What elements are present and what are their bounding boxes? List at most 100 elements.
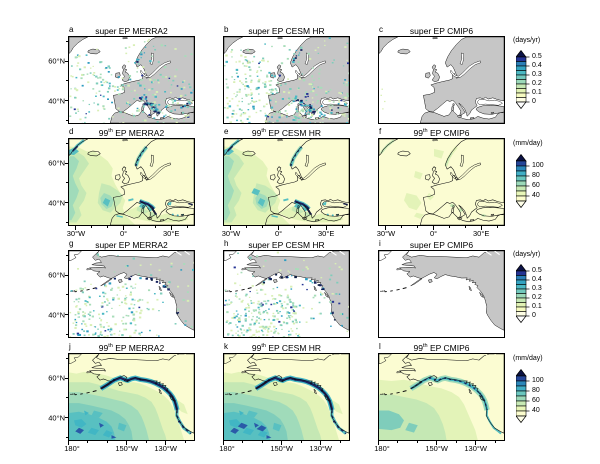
y-tick-label: 40°N — [48, 198, 65, 207]
y-tick-mark-minor — [65, 255, 68, 257]
panel-title: 99th EP CMIP6 — [413, 127, 470, 138]
panel-d: d 99th EP MERRA2 60°N 40°N 30°W 0° 30°E — [48, 127, 195, 238]
x-tick-mark-minor — [448, 226, 450, 229]
map-i-super-ep-cmip6-pacific — [378, 250, 505, 338]
colorbar-tick-label: 0.3 — [532, 285, 542, 292]
map-g-super-ep-merra2-pacific — [68, 250, 195, 338]
x-tick-mark-minor — [145, 441, 147, 444]
x-tick-mark-minor — [261, 441, 263, 444]
x-tick-label: 180° — [64, 444, 80, 453]
colorbar-tick-label: 0.4 — [532, 276, 542, 283]
colorbar-unit-label: (days/yr) — [513, 37, 541, 44]
x-tick-label: 30°E — [163, 229, 180, 238]
colorbar-tick-label: 60 — [532, 182, 540, 189]
colorbar-unit-label: (days/yr) — [513, 251, 541, 258]
x-tick-mark — [230, 226, 232, 230]
y-tick-mark-minor — [65, 221, 68, 223]
y-tick-mark-minor — [65, 358, 68, 360]
panel-letter: i — [379, 239, 381, 248]
x-tick-mark-minor — [300, 441, 302, 444]
x-tick-mark — [123, 226, 125, 230]
panel-title: 99th EP CESM HR — [251, 127, 322, 138]
panel-a: a super EP MERRA2 60°N 40°N — [48, 25, 195, 124]
colorbar-tick-label: 0.2 — [532, 80, 542, 87]
x-tick-mark-minor — [242, 441, 244, 444]
x-tick-mark — [436, 441, 438, 445]
panel-title: super EP CMIP6 — [409, 25, 474, 36]
x-tick-label: 0° — [119, 229, 128, 238]
y-tick-label: 40°N — [48, 310, 65, 319]
x-tick-mark-minor — [186, 226, 188, 229]
y-tick-label: 60°N — [48, 373, 65, 383]
x-tick-mark-minor — [262, 226, 264, 229]
colorbar-gradient — [516, 50, 530, 110]
colorbar-days-0 — [516, 50, 531, 110]
panel-e: e 99th EP CESM HR 30°W 0° 30°E — [222, 127, 350, 238]
colorbar-gradient — [516, 264, 530, 324]
panel-j: j 99th EP MERRA2 60°N 40°N 180° 150°W 130°W — [48, 342, 195, 453]
y-tick-mark-minor — [65, 397, 68, 399]
x-tick-mark — [222, 441, 224, 445]
colorbar-gradient — [516, 369, 530, 424]
colorbar-tick-label: 0 — [532, 98, 536, 105]
x-tick-mark — [385, 226, 387, 230]
x-tick-label: 0° — [429, 229, 438, 238]
panel-k: k 99th EP CESM HR 180° 150°W 130°W — [219, 342, 350, 453]
colorbar-unit-label: (mm/day) — [513, 355, 543, 362]
colorbar-mm-1 — [516, 154, 531, 209]
x-tick-label: 30°E — [318, 229, 335, 238]
x-tick-mark — [325, 226, 327, 230]
x-tick-mark — [377, 441, 379, 445]
x-tick-label: 130°W — [154, 444, 177, 453]
panel-title: 99th EP MERRA2 — [98, 342, 165, 353]
colorbar-tick-label: 0.1 — [532, 303, 542, 310]
x-tick-mark-minor — [106, 441, 108, 444]
x-tick-mark-minor — [293, 226, 295, 229]
x-tick-label: 30°W — [66, 229, 86, 238]
panel-title: 99th EP MERRA2 — [98, 127, 165, 138]
y-tick-mark — [64, 162, 68, 164]
x-tick-mark-minor — [341, 226, 343, 229]
map-j-99th-ep-merra2-pacific — [68, 353, 195, 441]
x-tick-mark — [433, 226, 435, 230]
map-c-super-ep-cmip6-europe — [378, 36, 505, 124]
colorbar-unit-label: (mm/day) — [513, 140, 543, 147]
y-tick-label: 60°N — [48, 158, 65, 168]
x-tick-mark-minor — [416, 441, 418, 444]
x-tick-mark — [170, 226, 172, 230]
panel-letter: a — [69, 25, 74, 34]
x-tick-mark-minor — [246, 226, 248, 229]
panel-title: 99th EP CESM HR — [251, 342, 322, 353]
x-tick-mark-minor — [184, 441, 186, 444]
x-tick-label: 30°W — [376, 229, 396, 238]
x-tick-mark-minor — [309, 226, 311, 229]
y-tick-mark — [64, 417, 68, 418]
panel-letter: d — [69, 127, 74, 136]
panel-letter: g — [69, 239, 74, 248]
colorbar-gradient — [516, 154, 530, 209]
panel-title: super EP CESM HR — [248, 25, 325, 36]
colorbar-days-2 — [516, 264, 531, 324]
x-tick-mark — [475, 441, 477, 445]
colorbar-tick-label: 80 — [532, 387, 540, 394]
x-tick-mark-minor — [154, 226, 156, 229]
map-b-super-ep-cesmhr-europe — [223, 36, 350, 124]
y-tick-mark — [64, 377, 68, 379]
x-tick-mark — [126, 441, 128, 445]
colorbar-tick-label: 60 — [532, 397, 540, 404]
x-tick-mark — [281, 441, 283, 445]
panel-letter: b — [224, 25, 229, 34]
y-tick-mark — [64, 274, 68, 276]
colorbar-tick-label: 40 — [532, 407, 540, 414]
y-tick-mark-minor — [65, 294, 68, 296]
y-tick-mark-minor — [65, 80, 68, 82]
colorbar-tick-label: 100 — [532, 377, 544, 384]
x-tick-mark-minor — [91, 226, 93, 229]
colorbar-tick-label: 0.1 — [532, 89, 542, 96]
map-a-super-ep-merra2-europe — [68, 36, 195, 124]
panel-l: l 99th EP CMIP6 180° 150°W 130°W — [374, 342, 505, 453]
y-tick-label: 60°N — [48, 56, 65, 66]
colorbar-tick-label: 80 — [532, 172, 540, 179]
x-tick-mark-minor — [339, 441, 341, 444]
x-tick-label: 30°E — [473, 229, 490, 238]
